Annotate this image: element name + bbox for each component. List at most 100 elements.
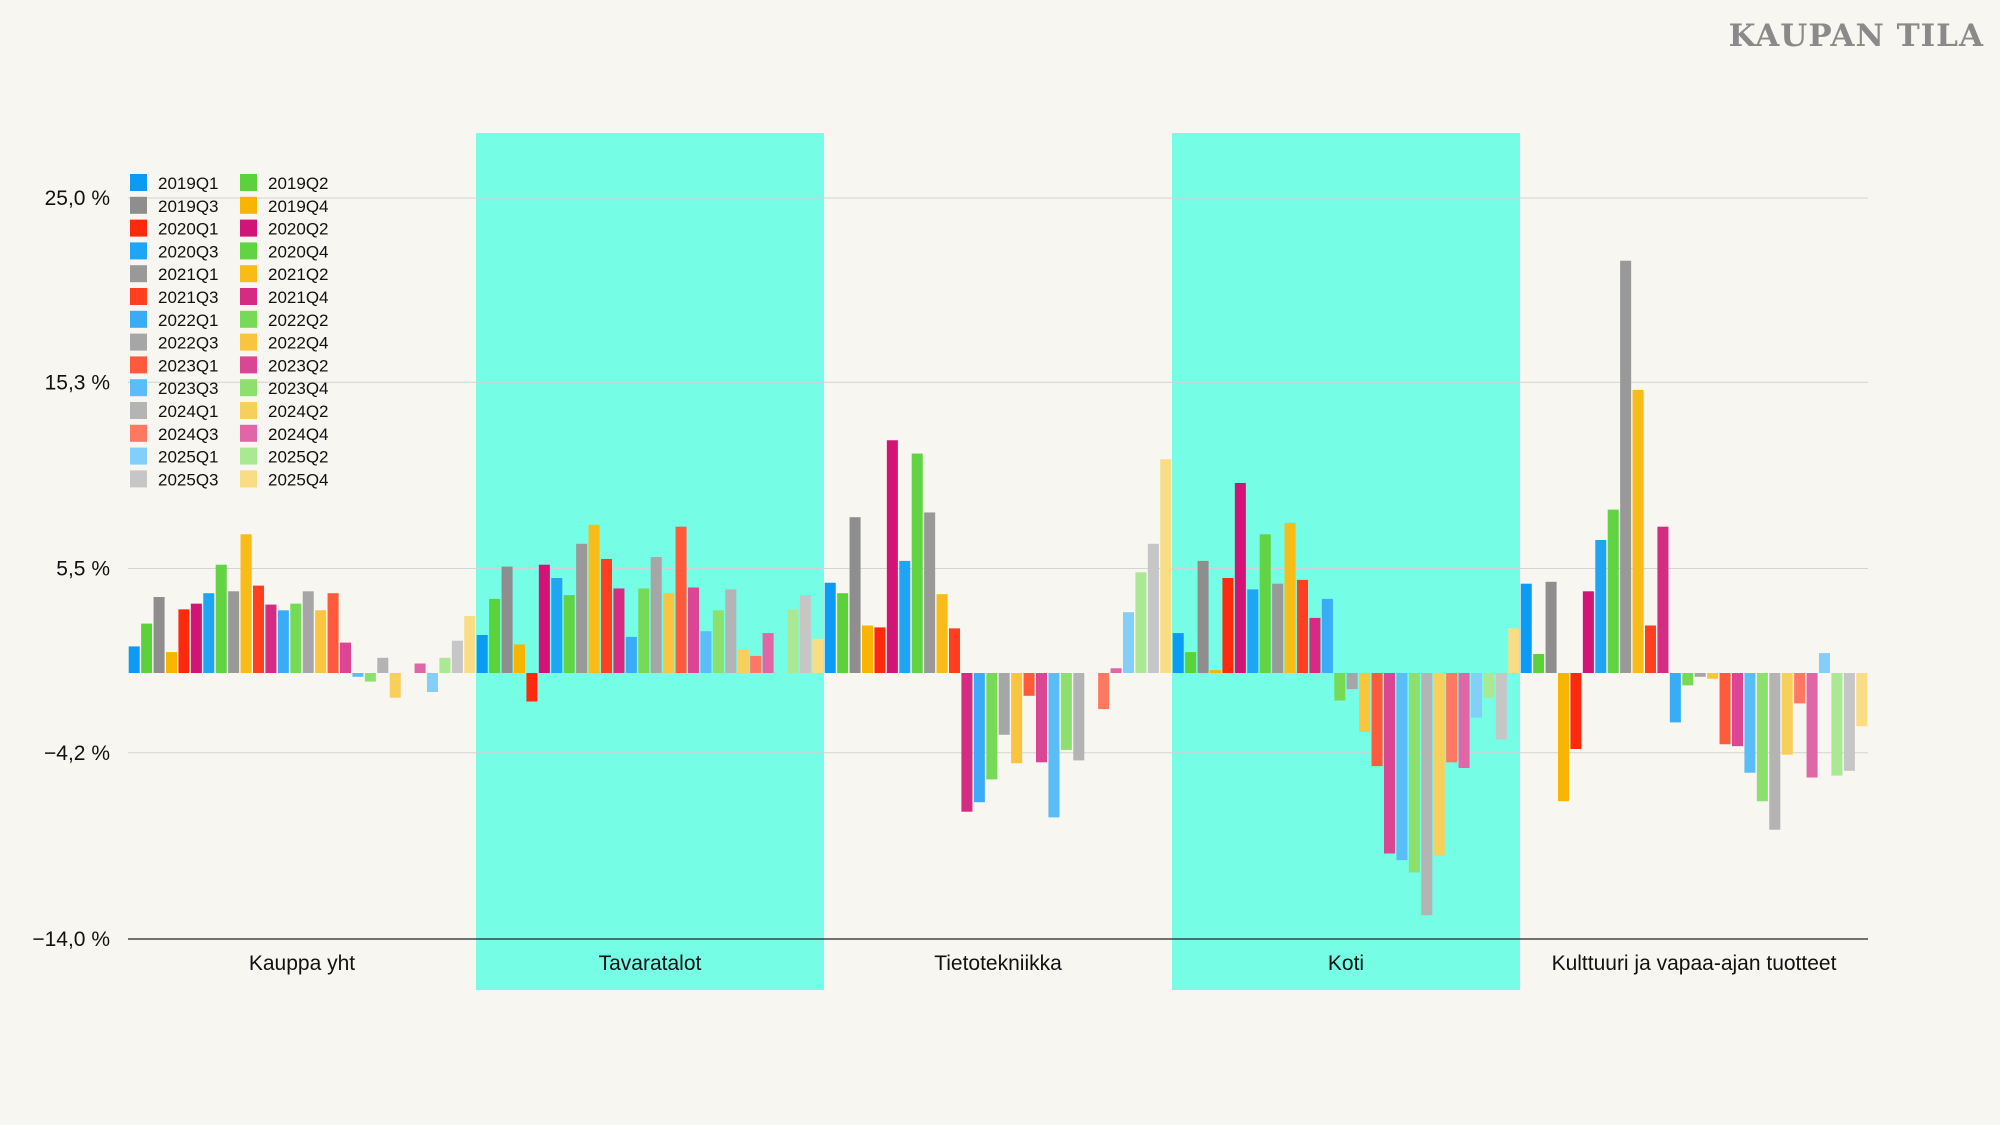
legend-label: 2025Q2 xyxy=(268,448,329,467)
legend-label: 2025Q1 xyxy=(158,448,219,467)
legend-swatch xyxy=(130,242,147,260)
bar-2023Q2-4 xyxy=(1731,673,1744,747)
bar-2024Q2-3 xyxy=(1433,673,1445,856)
bar-2025Q3-3 xyxy=(1495,673,1507,740)
legend-label: 2019Q3 xyxy=(158,197,219,216)
y-tick-label: 5,5 % xyxy=(56,558,110,581)
bar-2023Q3-0 xyxy=(352,673,364,677)
bar-2020Q2-1 xyxy=(538,564,550,673)
legend-label: 2021Q4 xyxy=(268,288,329,307)
legend-label: 2019Q1 xyxy=(158,174,219,193)
bar-2023Q4-1 xyxy=(712,610,724,673)
bar-2024Q1-0 xyxy=(377,657,389,673)
bar-2024Q2-0 xyxy=(389,673,401,698)
bar-2019Q2-0 xyxy=(141,623,153,673)
bar-2024Q1-2 xyxy=(1073,673,1085,761)
y-tick-label: −14,0 % xyxy=(32,928,110,951)
bar-2022Q1-2 xyxy=(973,673,985,803)
bar-2025Q2-3 xyxy=(1483,673,1495,698)
bar-2019Q1-1 xyxy=(476,635,488,673)
bar-2024Q4-4 xyxy=(1806,673,1818,778)
bar-2021Q4-0 xyxy=(265,604,277,673)
legend-swatch xyxy=(240,333,257,351)
legend-swatch xyxy=(130,333,147,351)
y-tick-label: 25,0 % xyxy=(45,187,110,210)
bar-2025Q4-4 xyxy=(1856,673,1868,727)
bar-2020Q2-2 xyxy=(886,440,898,673)
chart-title: KAUPAN TILA xyxy=(1728,18,1984,54)
bar-2025Q3-2 xyxy=(1147,543,1159,673)
legend-swatch xyxy=(240,219,257,237)
bar-2025Q2-4 xyxy=(1831,673,1843,776)
bar-2019Q2-2 xyxy=(837,593,849,673)
bar-2020Q3-4 xyxy=(1595,540,1607,673)
x-category-label: Tavaratalot xyxy=(599,952,702,975)
bar-2025Q2-1 xyxy=(787,609,799,673)
bar-2024Q2-4 xyxy=(1781,673,1793,755)
bar-2019Q2-4 xyxy=(1533,654,1545,673)
bar-2025Q3-0 xyxy=(451,640,463,673)
bar-2021Q1-1 xyxy=(576,543,588,673)
legend-swatch xyxy=(240,196,257,214)
bar-2024Q4-3 xyxy=(1458,673,1470,768)
bar-2020Q1-3 xyxy=(1222,578,1234,673)
bar-2024Q3-3 xyxy=(1446,673,1458,763)
legend-swatch xyxy=(130,196,147,214)
bar-2025Q4-3 xyxy=(1508,628,1520,673)
bar-2019Q3-2 xyxy=(849,517,861,673)
legend-swatch xyxy=(240,447,257,465)
x-category-label: Kauppa yht xyxy=(249,952,355,975)
legend-label: 2021Q2 xyxy=(268,265,329,284)
bar-2023Q2-2 xyxy=(1035,673,1048,763)
bar-2020Q4-2 xyxy=(911,453,923,673)
legend-label: 2024Q2 xyxy=(268,402,329,421)
legend-label: 2024Q1 xyxy=(158,402,219,421)
bar-2021Q4-3 xyxy=(1309,617,1321,673)
bar-2022Q1-3 xyxy=(1321,598,1333,673)
bar-2022Q1-1 xyxy=(625,636,637,673)
bar-2022Q3-0 xyxy=(302,591,314,673)
bar-2020Q3-3 xyxy=(1247,589,1259,673)
bar-2020Q4-3 xyxy=(1259,534,1271,673)
bar-2022Q2-3 xyxy=(1334,673,1346,701)
bar-2021Q2-3 xyxy=(1284,522,1296,673)
highlight-band xyxy=(1172,133,1520,990)
bar-2019Q4-0 xyxy=(165,652,178,673)
bar-2024Q4-2 xyxy=(1110,668,1122,673)
legend-label: 2020Q1 xyxy=(158,220,219,239)
bar-2022Q4-0 xyxy=(315,610,327,673)
bar-2025Q1-4 xyxy=(1818,653,1831,673)
bar-2023Q3-2 xyxy=(1048,673,1060,818)
bar-2021Q1-4 xyxy=(1620,260,1632,673)
bar-2025Q4-0 xyxy=(464,616,476,673)
bar-2019Q4-3 xyxy=(1209,670,1222,673)
bar-2021Q3-2 xyxy=(948,628,961,673)
bar-2021Q1-3 xyxy=(1272,583,1284,673)
bar-2023Q4-4 xyxy=(1756,673,1768,802)
legend-swatch xyxy=(240,402,257,419)
bar-2022Q2-1 xyxy=(638,588,650,673)
bar-2024Q1-3 xyxy=(1421,673,1433,916)
bar-2024Q3-1 xyxy=(750,655,762,673)
legend-label: 2025Q4 xyxy=(268,470,329,489)
bar-2021Q2-0 xyxy=(240,534,252,673)
legend-swatch xyxy=(240,310,257,328)
bar-2020Q3-1 xyxy=(551,578,563,673)
legend-swatch xyxy=(240,265,257,283)
legend-swatch xyxy=(130,219,147,237)
bar-2021Q3-4 xyxy=(1644,625,1657,673)
bar-2019Q3-3 xyxy=(1197,560,1209,673)
bar-2020Q1-0 xyxy=(178,609,190,673)
bar-2021Q2-1 xyxy=(588,524,600,673)
legend-label: 2022Q3 xyxy=(158,334,219,353)
bar-2022Q3-2 xyxy=(998,673,1010,735)
legend-label: 2019Q2 xyxy=(268,174,329,193)
bar-2019Q1-0 xyxy=(128,646,140,673)
bar-2022Q4-1 xyxy=(663,593,675,673)
legend-label: 2021Q3 xyxy=(158,288,219,307)
bar-2021Q4-1 xyxy=(613,588,625,673)
bar-2022Q2-4 xyxy=(1682,673,1694,686)
bar-2023Q1-1 xyxy=(675,526,687,673)
bar-2021Q4-4 xyxy=(1657,526,1669,673)
